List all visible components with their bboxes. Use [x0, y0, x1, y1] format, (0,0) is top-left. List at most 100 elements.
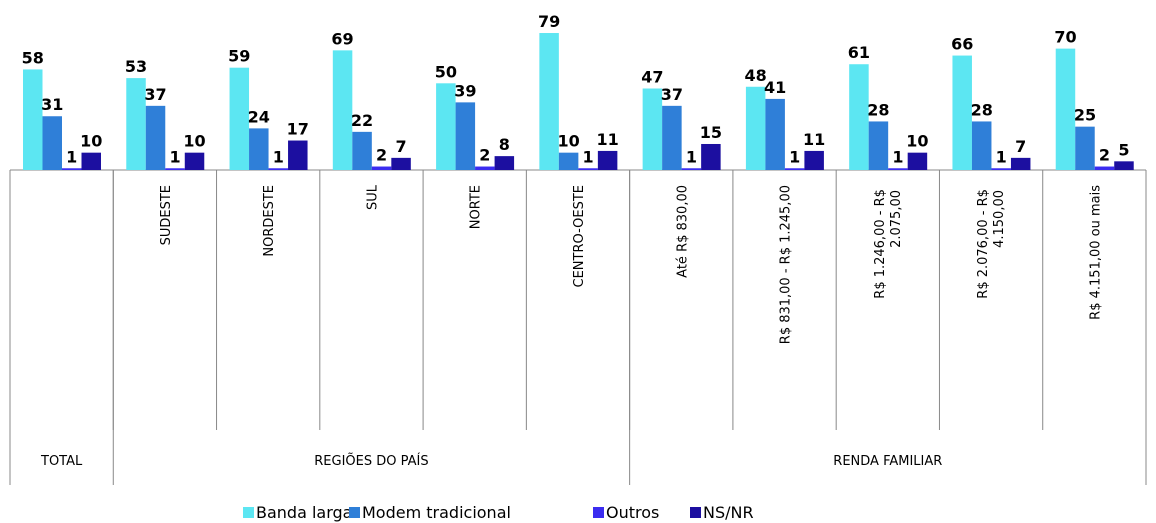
bar	[268, 168, 289, 170]
value-label: 2	[479, 146, 490, 165]
bar	[42, 116, 62, 170]
value-label: 1	[583, 147, 594, 166]
bar	[23, 69, 43, 170]
value-label: 1	[892, 147, 903, 166]
bar	[81, 152, 101, 170]
group-label: REGIÕES DO PAÍS	[314, 453, 428, 469]
bar	[849, 64, 869, 170]
bar	[662, 105, 682, 170]
bar	[165, 168, 185, 170]
bar	[455, 102, 476, 170]
bar	[494, 156, 515, 170]
bar	[145, 105, 166, 170]
category-label: R$ 2.076,00 - R$ 4.150,00	[976, 185, 1007, 299]
label-line: 4.150,00	[992, 190, 1007, 248]
category-label: NORTE	[469, 185, 484, 229]
legend-label: Banda larga	[256, 503, 352, 522]
legend-label: NS/NR	[703, 503, 754, 522]
value-label: 2	[376, 146, 387, 165]
label-line: R$ 2.076,00 - R$	[976, 185, 991, 299]
bar	[971, 121, 992, 170]
legend-label: Outros	[606, 503, 659, 522]
value-label: 15	[700, 123, 722, 142]
category-label: R$ 831,00 - R$ 1.245,00	[779, 185, 794, 344]
bar	[765, 98, 785, 170]
value-label: 61	[848, 43, 870, 62]
category-label: SUL	[365, 184, 380, 210]
value-label: 10	[557, 132, 579, 151]
value-label: 53	[125, 57, 147, 76]
bar	[229, 67, 250, 170]
value-label: 50	[435, 62, 457, 81]
value-label: 69	[331, 29, 353, 48]
bar	[784, 168, 805, 170]
value-label: 1	[789, 147, 800, 166]
bar	[332, 50, 353, 170]
bar	[436, 83, 456, 170]
bar	[804, 150, 824, 170]
group-label: RENDA FAMILIAR	[833, 454, 942, 469]
bar	[288, 140, 308, 170]
value-label: 7	[1015, 137, 1026, 156]
bar	[578, 168, 598, 170]
bar	[1094, 166, 1115, 170]
bar	[352, 131, 372, 170]
value-label: 66	[951, 35, 973, 54]
value-label: 1	[169, 147, 180, 166]
bar	[907, 152, 928, 170]
value-label: 28	[867, 100, 889, 119]
value-label: 22	[351, 111, 373, 130]
bar	[1114, 161, 1134, 170]
value-label: 31	[41, 95, 63, 114]
value-label: 1	[273, 147, 284, 166]
category-label: R$ 1.246,00 - R$ 2.075,00	[873, 185, 904, 299]
legend-label: Modem tradicional	[362, 503, 511, 522]
bar	[62, 168, 82, 170]
bar	[558, 152, 579, 170]
bar	[681, 168, 702, 170]
bar	[991, 168, 1011, 170]
legend-swatch	[593, 507, 604, 518]
category-label: R$ 4.151,00 ou mais	[1088, 185, 1103, 320]
value-label: 17	[287, 120, 309, 139]
bar	[249, 128, 269, 170]
value-label: 41	[764, 78, 786, 97]
legend-swatch	[243, 507, 254, 518]
bar	[888, 168, 908, 170]
bar	[1075, 126, 1095, 170]
value-label: 47	[641, 68, 663, 87]
bar	[391, 157, 411, 170]
value-label: 8	[499, 135, 510, 154]
bar	[1010, 157, 1031, 170]
value-label: 59	[228, 47, 250, 66]
value-label: 39	[454, 81, 476, 100]
value-label: 11	[596, 130, 618, 149]
legend-swatch	[349, 507, 360, 518]
category-label: CENTRO-OESTE	[572, 185, 587, 288]
value-label: 25	[1074, 106, 1096, 125]
value-label: 70	[1054, 28, 1076, 47]
value-label: 2	[1099, 146, 1110, 165]
bar	[126, 78, 146, 170]
value-label: 79	[538, 12, 560, 31]
bar	[701, 143, 721, 170]
value-label: 10	[80, 132, 102, 151]
category-label: Até R$ 830,00	[675, 185, 690, 278]
value-label: 5	[1118, 140, 1129, 159]
bar	[184, 152, 205, 170]
category-label: SUDESTE	[159, 185, 174, 245]
label-line: R$ 1.246,00 - R$	[873, 185, 888, 299]
value-label: 10	[906, 132, 928, 151]
bar	[642, 88, 663, 170]
value-label: 58	[22, 48, 44, 67]
value-label: 1	[686, 147, 697, 166]
value-label: 1	[996, 147, 1007, 166]
bar	[539, 33, 559, 170]
value-label: 7	[395, 137, 406, 156]
bar	[868, 121, 889, 170]
value-label: 11	[803, 130, 825, 149]
value-label: 37	[661, 85, 683, 104]
value-label: 24	[248, 107, 270, 126]
bar	[597, 150, 618, 170]
